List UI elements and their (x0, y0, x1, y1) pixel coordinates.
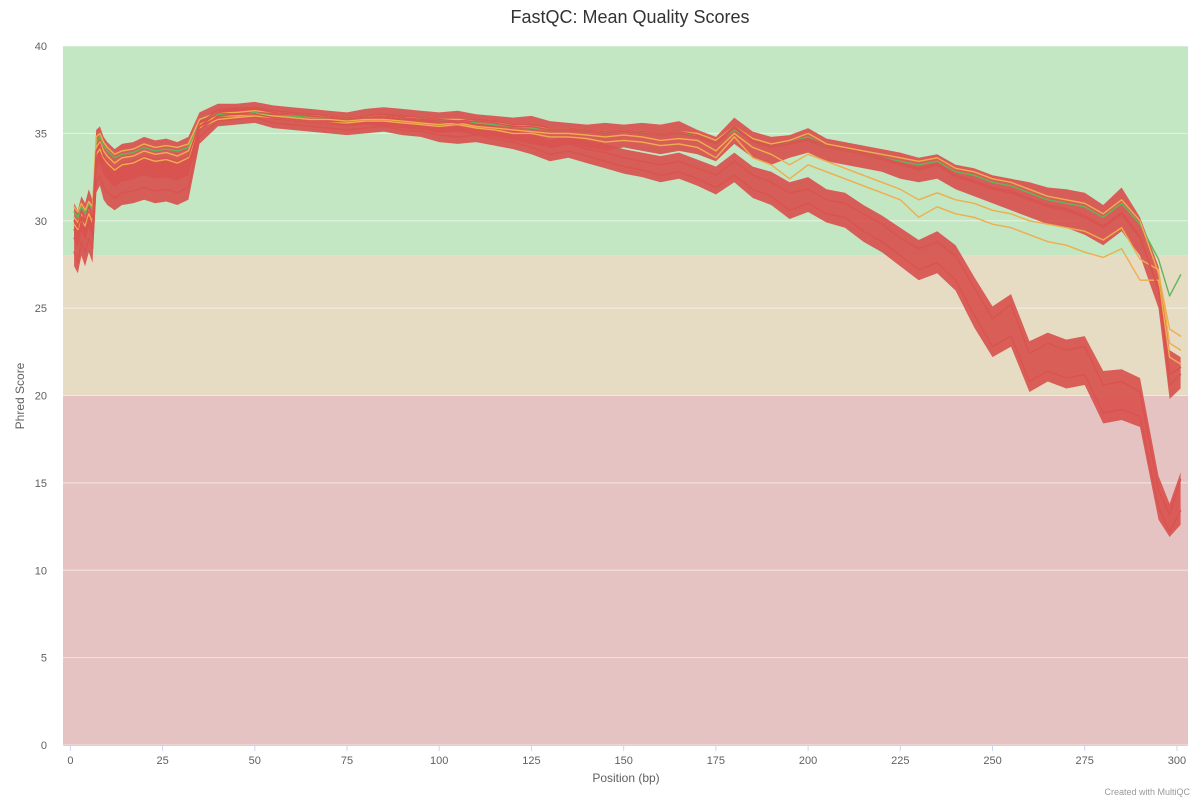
series-line-2 (73, 115, 1182, 365)
y-tick-label: 30 (35, 216, 47, 228)
y-tick-label: 35 (35, 128, 47, 140)
x-tick-label: 300 (1168, 755, 1186, 767)
credit-text[interactable]: Created with MultiQC (1104, 787, 1190, 797)
y-tick-label: 10 (35, 565, 47, 577)
x-tick-label: 75 (341, 755, 353, 767)
x-tick-label: 225 (891, 755, 909, 767)
x-tick-label: 125 (522, 755, 540, 767)
series-fill-bands (74, 101, 1181, 537)
y-tick-label: 25 (35, 303, 47, 315)
series-line-7 (73, 106, 1182, 386)
x-tick-label: 200 (799, 755, 817, 767)
series-band-0 (74, 101, 1181, 400)
x-axis-title: Position (bp) (592, 771, 659, 785)
series-line-3 (73, 113, 1182, 351)
x-tick-label: 0 (67, 755, 73, 767)
x-tick-label: 25 (156, 755, 168, 767)
y-tick-label: 15 (35, 478, 47, 490)
x-tick-label: 275 (1076, 755, 1094, 767)
series-lines (73, 106, 1182, 533)
series-line-5 (73, 113, 1182, 515)
y-tick-label: 5 (41, 653, 47, 665)
series-line-0 (73, 111, 1182, 297)
axes: 0 5 10 15 20 25 30 35 40 0 25 50 75 100 125 150 175 200 22… (35, 41, 1188, 767)
x-tick-label: 100 (430, 755, 448, 767)
series-line-4 (73, 108, 1182, 376)
y-tick-label: 20 (35, 391, 47, 403)
x-tick-label: 50 (249, 755, 261, 767)
series-line-6 (73, 116, 1182, 533)
x-tick-label: 175 (707, 755, 725, 767)
x-tick-label: 150 (614, 755, 632, 767)
y-tick-label: 40 (35, 41, 47, 53)
x-tick-label: 250 (983, 755, 1001, 767)
chart-title: FastQC: Mean Quality Scores (510, 7, 749, 27)
y-tick-label: 0 (41, 740, 47, 752)
y-axis-title: Phred Score (13, 362, 27, 429)
